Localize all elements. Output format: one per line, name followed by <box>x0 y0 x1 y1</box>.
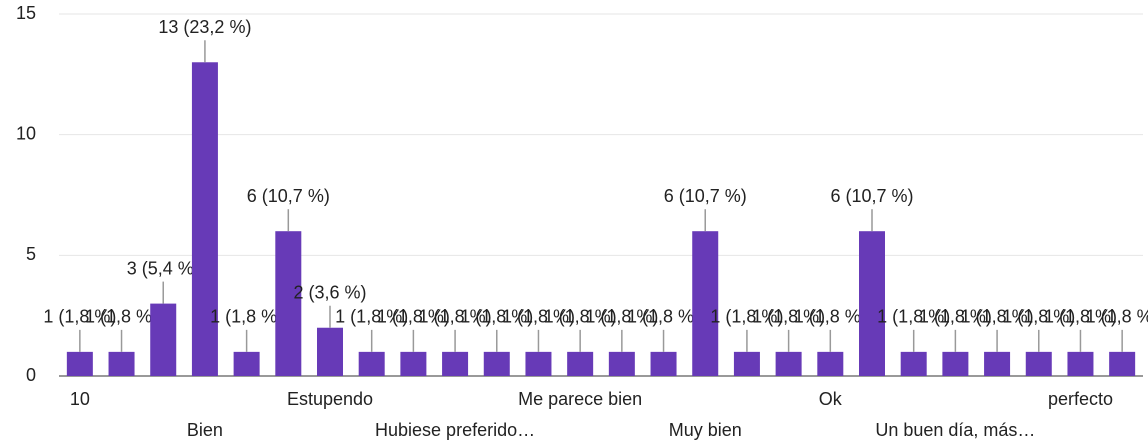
bar <box>442 351 469 376</box>
bar <box>859 231 885 376</box>
y-tick-label: 5 <box>26 244 36 264</box>
bar <box>775 351 802 376</box>
bar <box>900 351 927 376</box>
data-label: 1 (1,8 %) <box>752 307 825 327</box>
y-tick-label: 10 <box>16 123 36 143</box>
data-label: 1 (1,8 %) <box>961 307 1034 327</box>
data-label: 6 (10,7 %) <box>247 186 330 206</box>
bar <box>650 351 677 376</box>
data-label: 1 (1,8 %) <box>585 307 658 327</box>
x-tick-label: Ok <box>819 389 843 409</box>
data-label: 1 (1,8 %) <box>710 307 783 327</box>
data-label: 1 (1,8 %) <box>460 307 533 327</box>
data-label: 1 (1,8 %) <box>1086 307 1148 327</box>
data-label: 1 (1,8 %) <box>502 307 575 327</box>
data-label: 1 (1,8 %) <box>1044 307 1117 327</box>
bar <box>525 351 552 376</box>
y-tick-label: 0 <box>26 365 36 385</box>
data-label: 3 (5,4 %) <box>127 258 200 278</box>
data-label: 13 (23,2 %) <box>158 17 251 37</box>
y-tick-label: 15 <box>16 3 36 23</box>
bar <box>66 351 93 376</box>
x-tick-label: Hubiese preferido… <box>375 420 535 440</box>
bar <box>400 351 427 376</box>
data-label: 2 (3,6 %) <box>293 282 366 302</box>
bar <box>358 351 385 376</box>
x-tick-label: Muy bien <box>669 420 742 440</box>
bar <box>1025 351 1052 376</box>
bar <box>942 351 969 376</box>
bar <box>150 303 177 376</box>
data-label: 1 (1,8 %) <box>627 307 700 327</box>
data-label: 1 (1,8 %) <box>919 307 992 327</box>
bar <box>233 351 260 376</box>
data-label: 1 (1,8 %) <box>794 307 867 327</box>
data-label: 6 (10,7 %) <box>830 186 913 206</box>
x-tick-label: Estupendo <box>287 389 373 409</box>
bar <box>483 351 510 376</box>
data-label: 1 (1,8 %) <box>43 307 116 327</box>
bar <box>733 351 760 376</box>
data-label: 1 (1,8 %) <box>335 307 408 327</box>
bar <box>608 351 635 376</box>
data-label: 6 (10,7 %) <box>664 186 747 206</box>
data-label: 1 (1,8 %) <box>877 307 950 327</box>
bar <box>567 351 594 376</box>
bar <box>692 231 719 376</box>
data-label: 1 (1,8 %) <box>377 307 450 327</box>
data-label: 1 (1,8 %) <box>1002 307 1075 327</box>
x-tick-label: Me parece bien <box>518 389 642 409</box>
x-tick-label: Un buen día, más… <box>875 420 1035 440</box>
bar <box>817 351 844 376</box>
bar <box>1109 351 1136 376</box>
data-label: 1 (1,8 %) <box>419 307 492 327</box>
x-tick-label: 10 <box>70 389 90 409</box>
bar <box>984 351 1011 376</box>
x-tick-label: perfecto <box>1048 389 1113 409</box>
data-label: 1 (1,8 %) <box>85 307 158 327</box>
x-tick-label: Bien <box>187 420 223 440</box>
data-label: 1 (1,8 %) <box>544 307 617 327</box>
bar <box>191 62 218 377</box>
bar <box>1067 351 1094 376</box>
bar <box>108 351 135 376</box>
data-label: 1 (1,8 %) <box>210 307 283 327</box>
bar <box>317 327 343 376</box>
bar <box>275 231 302 376</box>
